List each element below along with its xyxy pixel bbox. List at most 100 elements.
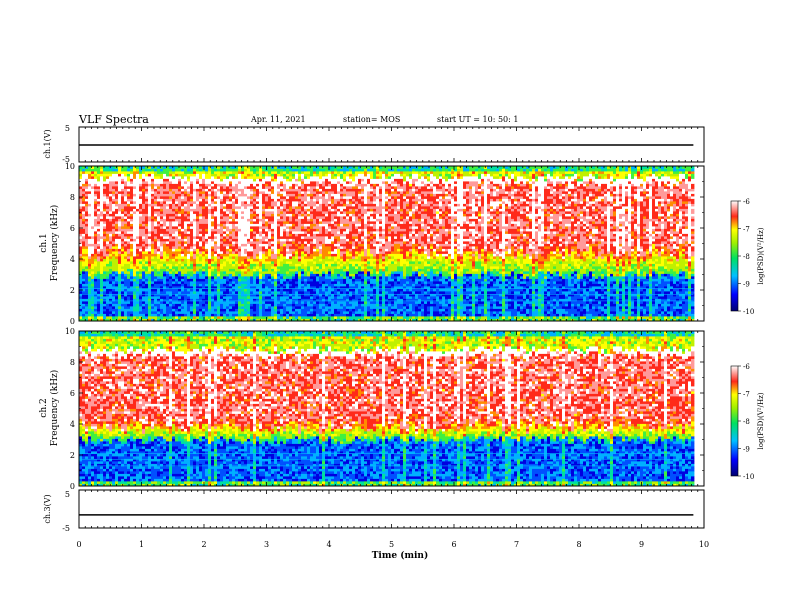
spectrogram-cell — [94, 316, 97, 319]
spectrogram-cell — [190, 206, 193, 209]
spectrogram-cell — [250, 204, 253, 207]
spectrogram-cell — [79, 254, 82, 257]
spectrogram-cell — [259, 281, 262, 284]
spectrogram-cell — [271, 284, 274, 287]
spectrogram-cell — [235, 259, 238, 262]
spectrogram-cell — [79, 301, 82, 304]
spectrogram-cell — [115, 289, 118, 292]
spectrogram-cell — [154, 179, 157, 182]
spectrogram-cell — [217, 224, 220, 227]
spectrogram-cell — [271, 246, 274, 249]
spectrogram-cell — [274, 316, 277, 319]
spectrogram-cell — [277, 274, 280, 277]
spectrogram-cell — [268, 206, 271, 209]
spectrogram-cell — [268, 311, 271, 314]
spectrogram-cell — [130, 304, 133, 307]
spectrogram-cell — [301, 246, 304, 249]
spectrogram-cell — [85, 234, 88, 237]
spectrogram-cell — [100, 241, 103, 244]
spectrogram-cell — [154, 214, 157, 217]
spectrogram-cell — [124, 311, 127, 314]
spectrogram-cell — [94, 309, 97, 312]
spectrogram-cell — [139, 241, 142, 244]
spectrogram-cell — [235, 261, 238, 264]
spectrogram-cell — [217, 241, 220, 244]
spectrogram-cell — [190, 229, 193, 232]
spectrogram-cell — [277, 229, 280, 232]
spectrogram-cell — [196, 266, 199, 269]
spectrogram-cell — [250, 291, 253, 294]
spectrogram-cell — [241, 246, 244, 249]
spectrogram-cell — [187, 204, 190, 207]
spectrogram-cell — [268, 241, 271, 244]
spectrogram-cell — [304, 314, 307, 317]
spectrogram-cell — [205, 196, 208, 199]
spectrogram-cell — [292, 236, 295, 239]
spectrogram-cell — [112, 256, 115, 259]
spectrogram-cell — [226, 231, 229, 234]
spectrogram-cell — [109, 174, 112, 177]
spectrogram-cell — [172, 171, 175, 174]
spectrogram-cell — [235, 244, 238, 247]
spectrogram-cell — [88, 304, 91, 307]
spectrogram-cell — [199, 309, 202, 312]
spectrogram-cell — [148, 279, 151, 282]
spectrogram-cell — [100, 171, 103, 174]
spectrogram-cell — [247, 256, 250, 259]
spectrogram-cell — [289, 271, 292, 274]
spectrogram-cell — [247, 239, 250, 242]
spectrogram-cell — [145, 184, 148, 187]
spectrogram-cell — [253, 281, 256, 284]
spectrogram-cell — [214, 314, 217, 317]
spectrogram-cell — [253, 184, 256, 187]
spectrogram-cell — [250, 171, 253, 174]
spectrogram-cell — [124, 261, 127, 264]
spectrogram-cell — [268, 284, 271, 287]
spectrogram-cell — [187, 301, 190, 304]
spectrogram-cell — [208, 276, 211, 279]
spectrogram-cell — [127, 249, 130, 252]
spectrogram-cell — [262, 259, 265, 262]
spectrogram-cell — [259, 251, 262, 254]
spectrogram-cell — [220, 174, 223, 177]
spectrogram-cell — [295, 174, 298, 177]
spectrogram-cell — [190, 301, 193, 304]
spectrogram-cell — [178, 174, 181, 177]
spectrogram-cell — [160, 229, 163, 232]
spectrogram-cell — [157, 261, 160, 264]
spectrogram-cell — [106, 179, 109, 182]
spectrogram-cell — [145, 261, 148, 264]
spectrogram-cell — [250, 289, 253, 292]
spectrogram-cell — [145, 256, 148, 259]
spectrogram-cell — [304, 211, 307, 214]
spectrogram-cell — [154, 241, 157, 244]
spectrogram-cell — [148, 234, 151, 237]
spectrogram-cell — [163, 196, 166, 199]
spectrogram-cell — [145, 269, 148, 272]
spectrogram-cell — [130, 216, 133, 219]
spectrogram-cell — [307, 186, 310, 189]
spectrogram-cell — [217, 259, 220, 262]
spectrogram-cell — [172, 279, 175, 282]
spectrogram-cell — [127, 191, 130, 194]
spectrogram-cell — [196, 289, 199, 292]
spectrogram-cell — [88, 184, 91, 187]
spectrogram-cell — [277, 279, 280, 282]
spectrogram-cell — [271, 181, 274, 184]
spectrogram-cell — [217, 206, 220, 209]
spectrogram-cell — [109, 259, 112, 262]
spectrogram-cell — [253, 239, 256, 242]
spectrogram-cell — [289, 314, 292, 317]
spectrogram-cell — [232, 221, 235, 224]
spectrogram-cell — [202, 291, 205, 294]
spectrogram-cell — [151, 171, 154, 174]
spectrogram-cell — [196, 254, 199, 257]
spectrogram-cell — [166, 301, 169, 304]
spectrogram-cell — [232, 239, 235, 242]
spectrogram-cell — [115, 219, 118, 222]
spectrogram-cell — [223, 281, 226, 284]
spectrogram-cell — [304, 301, 307, 304]
spectrogram-cell — [88, 244, 91, 247]
spectrogram-cell — [190, 304, 193, 307]
spectrogram-cell — [193, 184, 196, 187]
